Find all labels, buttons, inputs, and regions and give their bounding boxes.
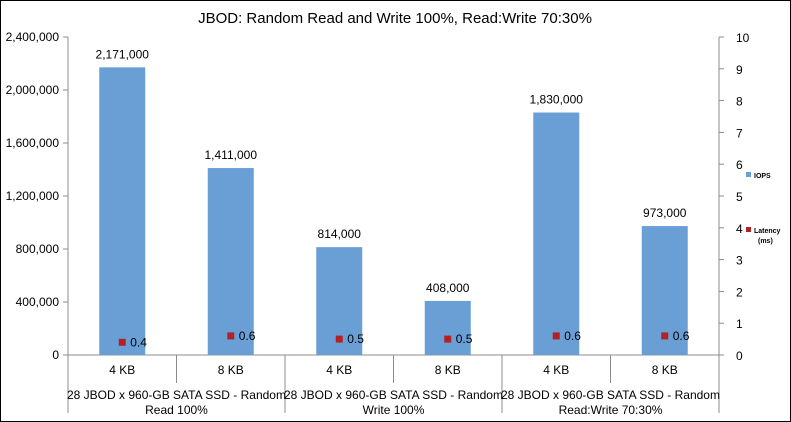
category-label: 8 KB xyxy=(435,363,461,377)
left-tick-label: 0 xyxy=(52,348,59,362)
iops-bar xyxy=(533,112,580,356)
category-label: 4 KB xyxy=(326,363,352,377)
legend: IOPS Latency (ms) xyxy=(746,172,781,245)
iops-bar xyxy=(99,67,146,355)
left-tick-label: 1,600,000 xyxy=(6,136,60,150)
category-label: 8 KB xyxy=(218,363,244,377)
iops-data-label: 1,830,000 xyxy=(530,93,584,107)
right-tick-label: 3 xyxy=(736,254,743,268)
legend-label-latency: Latency xyxy=(754,228,781,235)
latency-marker xyxy=(661,332,669,340)
group-label-line1: 28 JBOD x 960-GB SATA SSD - Random xyxy=(284,388,503,402)
latency-data-label: 0.6 xyxy=(239,329,256,343)
legend-swatch-latency xyxy=(746,227,751,232)
latency-data-label: 0.6 xyxy=(673,329,690,343)
category-label: 4 KB xyxy=(543,363,569,377)
right-tick-label: 4 xyxy=(736,222,743,236)
left-tick-label: 800,000 xyxy=(16,242,60,256)
latency-data-labels: 0.4 0.6 0.5 0.5 0.6 0.6 xyxy=(130,329,690,349)
legend-label-iops: IOPS xyxy=(754,173,771,180)
group-label-line2: Read:Write 70:30% xyxy=(559,403,663,417)
group-label-line1: 28 JBOD x 960-GB SATA SSD - Random xyxy=(501,388,720,402)
latency-marker xyxy=(444,335,452,343)
left-tick-label: 400,000 xyxy=(16,295,60,309)
right-tick-label: 7 xyxy=(736,126,743,140)
right-tick-label: 9 xyxy=(736,63,743,77)
right-tick-label: 5 xyxy=(736,190,743,204)
left-tick-label: 2,000,000 xyxy=(6,83,60,97)
iops-data-label: 1,411,000 xyxy=(205,148,258,162)
latency-data-label: 0.5 xyxy=(347,332,364,346)
category-label: 4 KB xyxy=(109,363,135,377)
iops-bars xyxy=(99,67,688,356)
right-tick-label: 6 xyxy=(736,158,743,172)
iops-data-label: 408,000 xyxy=(426,281,470,295)
group-label-line2: Read 100% xyxy=(145,403,208,417)
group-label-line1: 28 JBOD x 960-GB SATA SSD - Random xyxy=(67,388,286,402)
right-tick-label: 10 xyxy=(736,31,750,45)
latency-data-label: 0.5 xyxy=(456,332,473,346)
latency-data-label: 0.6 xyxy=(564,329,581,343)
right-tick-label: 2 xyxy=(736,285,743,299)
legend-label-latency-unit: (ms) xyxy=(758,238,773,245)
left-tick-label: 1,200,000 xyxy=(6,189,60,203)
legend-swatch-iops xyxy=(746,172,751,177)
iops-data-label: 973,000 xyxy=(643,206,687,220)
iops-bar xyxy=(424,300,471,355)
latency-marker xyxy=(118,338,126,346)
iops-data-label: 2,171,000 xyxy=(96,47,150,61)
iops-data-labels: 2,171,000 1,411,000 814,000 408,000 1,830,00… xyxy=(96,47,687,295)
iops-data-label: 814,000 xyxy=(318,227,362,241)
right-tick-label: 1 xyxy=(736,317,743,331)
category-label: 8 KB xyxy=(652,363,678,377)
category-labels: 4 KB 8 KB 4 KB 8 KB 4 KB 8 KB 28 JBOD x 960-GB… xyxy=(67,355,720,417)
latency-data-label: 0.4 xyxy=(130,335,147,349)
left-tick-label: 2,400,000 xyxy=(6,30,60,44)
right-tick-label: 8 xyxy=(736,95,743,109)
iops-bar xyxy=(207,168,254,355)
latency-marker xyxy=(335,335,343,343)
latency-marker xyxy=(552,332,560,340)
chart-title: JBOD: Random Read and Write 100%, Read:W… xyxy=(198,10,592,27)
latency-marker xyxy=(227,332,235,340)
group-label-line2: Write 100% xyxy=(363,403,425,417)
latency-markers xyxy=(118,332,669,346)
right-tick-label: 0 xyxy=(736,349,743,363)
